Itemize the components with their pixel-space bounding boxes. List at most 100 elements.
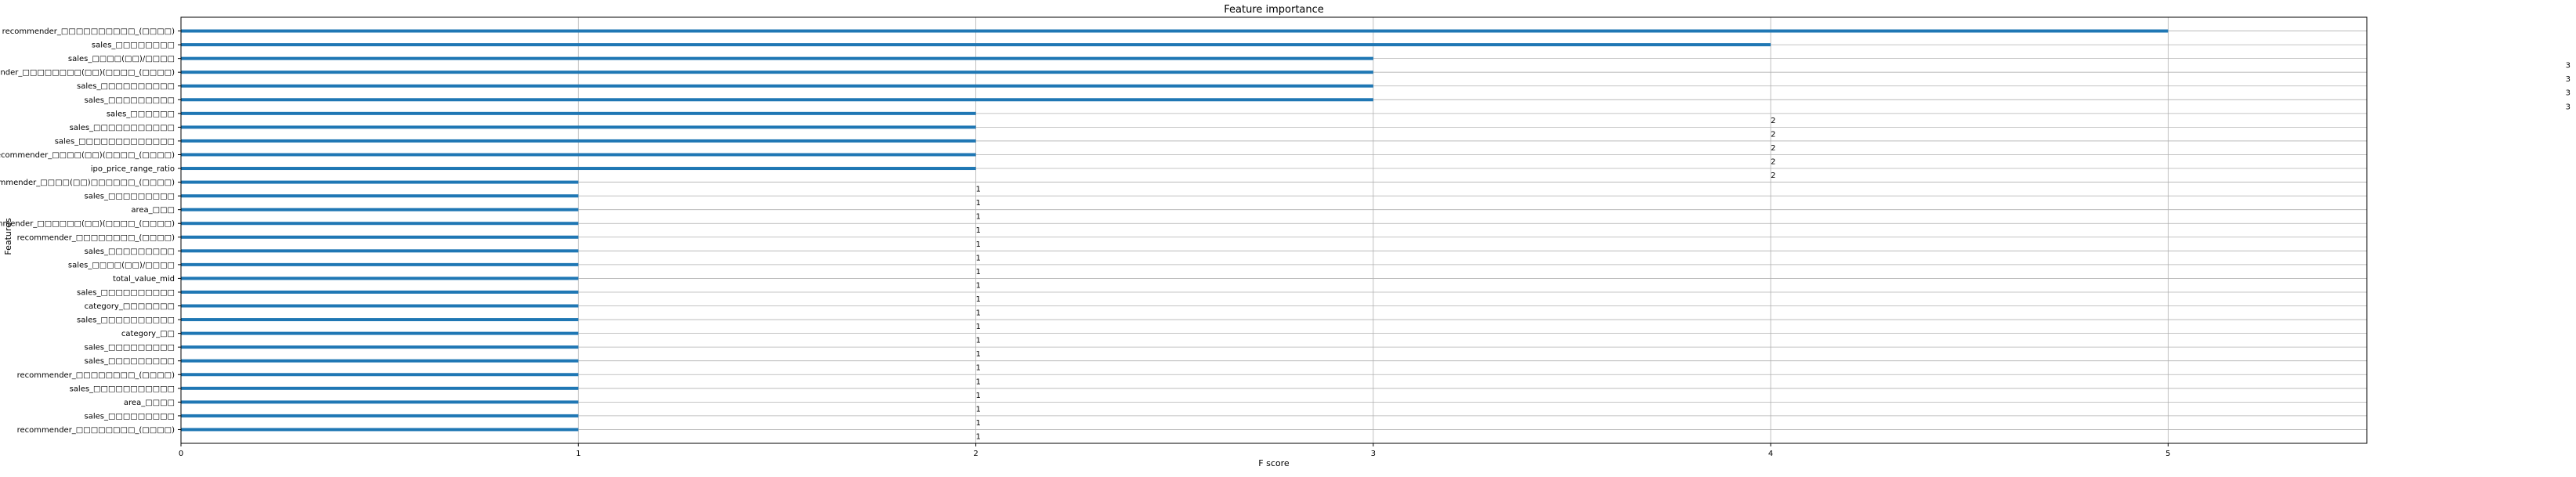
bar xyxy=(181,290,579,294)
bar xyxy=(181,98,1373,102)
y-tick-label: recommender_□□□□(□□)(□□□□_(□□□□) xyxy=(0,151,175,160)
bar xyxy=(181,331,579,335)
bar xyxy=(181,43,1771,47)
plot-frame xyxy=(180,16,2368,444)
value-label: 3 xyxy=(2566,62,2571,70)
value-label: 1 xyxy=(976,213,981,222)
bar xyxy=(181,386,579,390)
y-tick-label: sales_□□□□□□□□□ xyxy=(84,248,175,256)
y-tick-label: sales_□□□□□□□□□□□ xyxy=(70,385,175,393)
bar xyxy=(181,373,579,377)
y-tick-label: recommender_□□□□□□□□_(□□□□) xyxy=(17,426,175,435)
bar xyxy=(181,153,976,157)
y-tick-label: sales_□□□□(□□)/□□□□ xyxy=(68,261,175,269)
bar xyxy=(181,208,579,211)
y-tick-label: sales_□□□□□□□□□ xyxy=(84,344,175,352)
value-label: 1 xyxy=(976,281,981,290)
y-tick-label: recommender_□□□□□□□□(□□)(□□□□_(□□□□) xyxy=(0,69,175,78)
value-label: 2 xyxy=(1771,172,1775,180)
value-label: 2 xyxy=(1771,144,1775,153)
value-label: 2 xyxy=(1771,157,1775,166)
bar xyxy=(181,428,579,432)
value-label: 1 xyxy=(976,392,981,400)
y-tick-label: category_□□□□□□□ xyxy=(85,302,175,311)
y-tick-label: sales_□□□□□□□□□ xyxy=(84,357,175,366)
y-tick-label: sales_□□□□(□□)/□□□□ xyxy=(68,55,175,63)
value-label: 1 xyxy=(976,254,981,262)
value-label: 1 xyxy=(976,364,981,373)
y-tick-label: sales_□□□□□□□□□□ xyxy=(77,82,175,91)
value-label: 1 xyxy=(976,295,981,304)
value-label: 3 xyxy=(2566,89,2571,98)
bar xyxy=(181,359,579,363)
x-tick-label: 5 xyxy=(2165,450,2170,458)
value-label: 1 xyxy=(976,350,981,359)
bar xyxy=(181,249,579,253)
bar xyxy=(181,222,579,226)
bar xyxy=(181,139,976,143)
value-label: 1 xyxy=(976,419,981,428)
value-label: 3 xyxy=(2566,75,2571,84)
bar xyxy=(181,180,579,184)
y-tick-label: recommender_□□□□□□(□□)(□□□□_(□□□□) xyxy=(0,220,175,229)
value-label: 1 xyxy=(976,240,981,249)
y-tick-label: sales_□□□□□□□□□□ xyxy=(77,288,175,297)
bar xyxy=(181,276,579,280)
y-tick-label: recommender_□□□□□□□□_(□□□□) xyxy=(17,233,175,242)
bar xyxy=(181,111,976,115)
bar xyxy=(181,414,579,417)
y-tick-layer: recommender_□□□□□□□□□□_(□□□□) sales_□□□□□… xyxy=(0,27,181,435)
y-tick-label: total_value_mid xyxy=(113,275,175,284)
grid-layer xyxy=(180,17,2367,443)
y-tick-label: area_□□□ xyxy=(131,206,175,215)
y-tick-label: recommender_□□□□(□□)□□□□□□_(□□□□) xyxy=(0,179,175,187)
value-label: 1 xyxy=(976,226,981,235)
x-tick-label: 1 xyxy=(576,450,581,458)
y-tick-label: area_□□□□ xyxy=(124,399,175,407)
bar xyxy=(181,29,2169,33)
bar xyxy=(181,125,976,129)
chart-title: Feature importance xyxy=(1224,4,1324,16)
bar xyxy=(181,235,579,239)
x-tick-label: 4 xyxy=(1768,450,1773,458)
bar xyxy=(181,400,579,404)
value-label: 2 xyxy=(1771,117,1775,125)
value-label: 1 xyxy=(976,199,981,208)
y-tick-label: recommender_□□□□□□□□□□_(□□□□) xyxy=(2,27,175,36)
value-label: 1 xyxy=(976,337,981,345)
bar xyxy=(181,262,579,266)
value-label: 1 xyxy=(976,268,981,276)
x-tick-label: 3 xyxy=(1371,450,1376,458)
x-axis-label: F score xyxy=(1258,458,1290,468)
value-label: 1 xyxy=(976,323,981,331)
x-tick-label: 0 xyxy=(179,450,183,458)
y-tick-label: sales_□□□□□□□□□□□ xyxy=(70,124,175,132)
y-tick-label: sales_□□□□□□□□□□□□□ xyxy=(55,137,175,146)
bar-layer xyxy=(181,29,2169,432)
bar xyxy=(181,194,579,198)
y-tick-label: sales_□□□□□□□□□□ xyxy=(77,316,175,325)
value-label: 1 xyxy=(976,309,981,318)
value-label: 1 xyxy=(976,186,981,194)
value-label: 1 xyxy=(976,378,981,386)
bar xyxy=(181,70,1373,74)
y-axis-label: Features xyxy=(3,218,13,255)
value-label: 2 xyxy=(1771,130,1775,139)
value-label-layer: 543333222221111111111111111111 xyxy=(976,62,2571,442)
y-tick-label: sales_□□□□□□□□□ xyxy=(84,412,175,421)
bar xyxy=(181,84,1373,88)
value-label: 1 xyxy=(976,432,981,441)
bar xyxy=(181,56,1373,60)
bar xyxy=(181,167,976,171)
value-label: 1 xyxy=(976,405,981,414)
x-tick-layer: 0 1 2 3 4 5 xyxy=(179,443,2171,458)
y-tick-label: sales_□□□□□□□□ xyxy=(92,42,175,50)
y-tick-label: ipo_price_range_ratio xyxy=(91,165,175,174)
y-tick-label: sales_□□□□□□ xyxy=(107,110,175,118)
y-tick-label: category_□□ xyxy=(121,330,175,338)
x-tick-label: 2 xyxy=(973,450,978,458)
y-tick-label: recommender_□□□□□□□□_(□□□□) xyxy=(17,371,175,380)
bar xyxy=(181,345,579,349)
